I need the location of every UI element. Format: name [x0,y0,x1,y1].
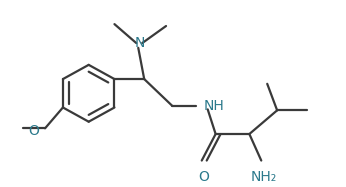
Text: N: N [135,36,145,50]
Text: NH: NH [204,99,225,113]
Text: NH₂: NH₂ [250,170,276,184]
Text: O: O [28,124,39,138]
Text: O: O [198,170,209,184]
